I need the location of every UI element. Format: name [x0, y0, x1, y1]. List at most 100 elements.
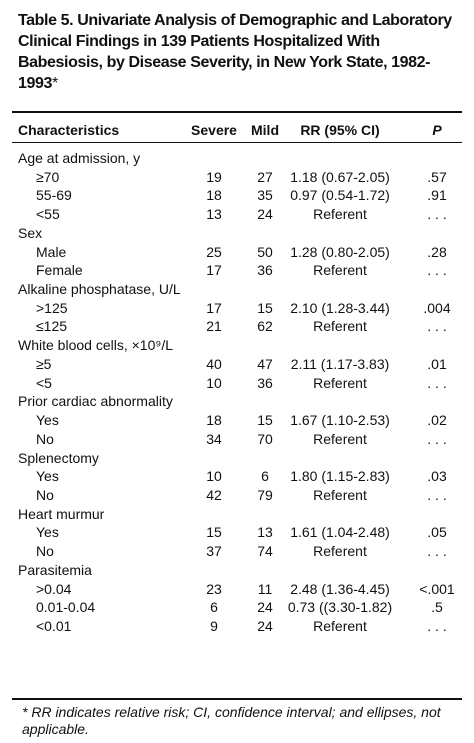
mild-cell: 70: [257, 430, 273, 447]
title-block: Table 5. Univariate Analysis of Demograp…: [18, 10, 458, 94]
p-cell: . . .: [427, 486, 447, 503]
rr-cell: 1.80 (1.15-2.83): [290, 468, 390, 485]
group-label: Sex: [18, 224, 43, 241]
severe-cell: 17: [206, 299, 222, 316]
mild-cell: 15: [257, 299, 273, 316]
rr-cell: 2.48 (1.36-4.45): [290, 580, 390, 597]
header-severe: Severe: [191, 122, 237, 138]
top-rule: [12, 111, 462, 113]
row-label: >125: [36, 299, 68, 316]
mild-cell: 6: [261, 468, 269, 485]
rr-cell: 0.97 (0.54-1.72): [290, 187, 390, 204]
severe-cell: 15: [206, 524, 222, 541]
rr-cell: Referent: [313, 543, 367, 560]
severe-cell: 25: [206, 243, 222, 260]
bottom-rule: [12, 698, 462, 700]
mild-cell: 24: [257, 599, 273, 616]
header-characteristics: Characteristics: [18, 122, 120, 138]
row-label: <0.01: [36, 618, 72, 634]
severe-cell: 23: [206, 580, 222, 597]
severe-cell: 13: [206, 206, 222, 223]
p-cell: . . .: [427, 543, 447, 560]
severe-cell: 18: [206, 187, 222, 204]
mild-cell: 36: [257, 262, 273, 279]
rr-cell: Referent: [313, 374, 367, 391]
severe-cell: 42: [206, 486, 222, 503]
rr-cell: Referent: [313, 430, 367, 447]
rr-cell: 0.73 ((3.30-1.82): [287, 599, 393, 616]
severe-cell: 18: [206, 412, 222, 429]
rr-cell: 2.11 (1.17-3.83): [290, 355, 390, 372]
p-cell: .5: [431, 599, 443, 616]
row-label: No: [36, 430, 54, 447]
mild-cell: 24: [257, 206, 273, 223]
row-label: Yes: [36, 412, 59, 429]
rr-cell: Referent: [313, 206, 367, 223]
group-label: White blood cells, ×10⁹/L: [18, 337, 174, 354]
severe-cell: 21: [206, 318, 222, 335]
p-cell: .05: [427, 524, 447, 541]
row-label: ≥70: [36, 168, 60, 185]
p-cell: . . .: [427, 374, 447, 391]
header-mild: Mild: [251, 122, 279, 138]
mild-cell: 27: [257, 168, 273, 185]
row-label: ≥5: [36, 355, 52, 372]
row-label: No: [36, 486, 54, 503]
header-rr: RR (95% CI): [300, 122, 380, 138]
group-label: Age at admission, y: [18, 150, 141, 166]
row-label: ≤125: [36, 318, 68, 335]
row-label: <55: [36, 206, 60, 223]
severe-cell: 34: [206, 430, 222, 447]
row-label: Yes: [36, 468, 59, 485]
p-cell: .57: [427, 168, 447, 185]
p-cell: .28: [427, 243, 447, 260]
p-cell: .004: [423, 299, 451, 316]
rr-cell: Referent: [313, 262, 367, 279]
rr-cell: Referent: [313, 618, 367, 634]
row-label: 55-69: [36, 187, 72, 204]
mild-cell: 62: [257, 318, 273, 335]
severe-cell: 19: [206, 168, 222, 185]
mild-cell: 13: [257, 524, 273, 541]
p-cell: . . .: [427, 430, 447, 447]
row-label: No: [36, 543, 54, 560]
group-label: Heart murmur: [18, 505, 105, 522]
p-cell: . . .: [427, 318, 447, 335]
title: Table 5. Univariate Analysis of Demograp…: [18, 12, 452, 92]
rr-cell: 1.67 (1.10-2.53): [290, 412, 390, 429]
mild-cell: 35: [257, 187, 273, 204]
mild-cell: 74: [257, 543, 273, 560]
severe-cell: 40: [206, 355, 222, 372]
p-cell: . . .: [427, 262, 447, 279]
p-cell: .03: [427, 468, 447, 485]
header-p: P: [432, 122, 442, 138]
group-label: Parasitemia: [18, 561, 92, 578]
mild-cell: 47: [257, 355, 273, 372]
p-cell: .91: [427, 187, 447, 204]
row-label: Female: [36, 262, 83, 279]
rr-cell: Referent: [313, 318, 367, 335]
p-cell: .01: [427, 355, 447, 372]
group-label: Alkaline phosphatase, U/L: [18, 281, 181, 298]
rr-cell: 2.10 (1.28-3.44): [290, 299, 390, 316]
rr-cell: 1.28 (0.80-2.05): [290, 243, 390, 260]
severe-cell: 17: [206, 262, 222, 279]
row-label: Male: [36, 243, 67, 260]
p-cell: . . .: [427, 618, 447, 634]
mild-cell: 11: [257, 580, 273, 597]
rr-cell: 1.61 (1.04-2.48): [290, 524, 390, 541]
severe-cell: 37: [206, 543, 222, 560]
p-cell: <.001: [419, 580, 455, 597]
severe-cell: 6: [210, 599, 218, 616]
severe-cell: 10: [206, 468, 222, 485]
mild-cell: 79: [257, 486, 273, 503]
footnote: * RR indicates relative risk; CI, confid…: [22, 704, 441, 737]
mild-cell: 50: [257, 243, 273, 260]
group-label: Splenectomy: [18, 449, 99, 466]
mild-cell: 15: [257, 412, 273, 429]
row-label: <5: [36, 374, 52, 391]
title-mark: *: [52, 75, 58, 92]
row-label: Yes: [36, 524, 59, 541]
severe-cell: 9: [210, 618, 218, 634]
